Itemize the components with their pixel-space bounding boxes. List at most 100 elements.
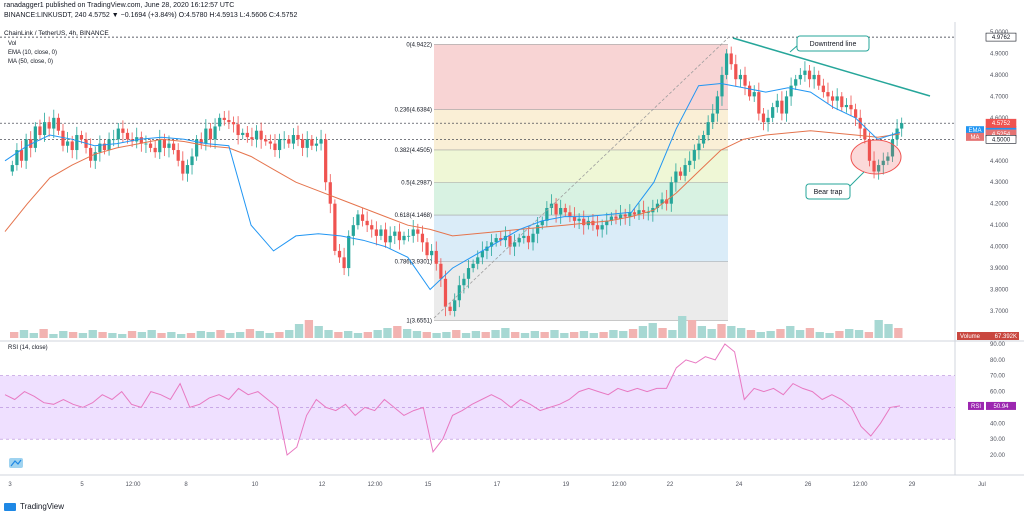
fib-band [434, 261, 728, 321]
volume-bar [638, 326, 648, 338]
volume-bar [658, 328, 667, 338]
candle-body [655, 203, 660, 208]
candle-body [199, 139, 203, 144]
candle-body [291, 135, 296, 144]
candle-body [669, 182, 673, 204]
rsi-axis[interactable]: 90.0080.0070.0060.0050.0040.0030.0020.00… [968, 342, 1016, 459]
fibonacci-retracement[interactable]: 0(4.9422) 0.236(4.6384) 0.382(4.4505) 0.5(4… [395, 42, 728, 325]
candle-body [591, 220, 595, 226]
candle-body [881, 160, 885, 166]
candle-body [632, 212, 637, 215]
bear-trap-circle[interactable] [850, 139, 902, 175]
downtrend-label: Downtrend line [810, 41, 857, 48]
volume-bar [265, 333, 274, 338]
candle-body [494, 238, 498, 243]
rsi-indicator [0, 343, 955, 456]
fib-band [434, 44, 728, 110]
price-tick-label: 3.7000 [990, 309, 1009, 315]
time-tick-label: 10 [252, 482, 259, 488]
candle-body [360, 214, 365, 221]
volume-bar [766, 331, 775, 338]
candle-body [628, 212, 632, 217]
candle-body [153, 147, 157, 153]
candle-body [347, 235, 351, 269]
volume-bar [402, 329, 412, 338]
volume-bar [393, 326, 402, 338]
candle-body [752, 92, 756, 97]
volume-bar [206, 332, 215, 338]
rsi-tick-label: 80.00 [990, 358, 1006, 364]
candle-body [854, 109, 858, 118]
footer-brand-text: TradingView [20, 502, 65, 511]
candle-body [254, 130, 259, 140]
price-tick-label: 4.4000 [990, 159, 1009, 165]
candle-body [379, 229, 383, 236]
candle-body [748, 85, 752, 97]
volume-bar [717, 324, 726, 338]
fib-level-label: 0.618(4.1468) [395, 213, 432, 219]
downtrend-callout[interactable]: Downtrend line [796, 35, 870, 52]
candle-body [213, 126, 217, 140]
fib-level-label: 0(4.9422) [406, 42, 432, 48]
indicator-side-tag [966, 132, 984, 141]
time-tick-label: 5 [80, 482, 84, 488]
candle-body [33, 126, 37, 148]
price-tag [985, 135, 1017, 144]
time-tick-label: 8 [184, 482, 188, 488]
candle-body [462, 278, 466, 286]
candle-body [582, 218, 586, 226]
candle-body [900, 123, 904, 129]
volume-bar [235, 332, 245, 338]
candle-body [890, 139, 895, 157]
candle-body [849, 104, 853, 110]
volume-bar [520, 333, 530, 338]
volume-bar [177, 334, 186, 338]
volume-bar [540, 332, 549, 338]
time-tick-label: 19 [563, 482, 570, 488]
volume-bar [452, 330, 461, 338]
price-axis[interactable]: 5.00004.90004.80004.70004.60004.50004.40… [966, 30, 1017, 315]
candle-body [407, 235, 411, 237]
candle-body [448, 306, 452, 311]
volume-bar [835, 331, 844, 338]
horizontal-levels[interactable] [0, 36, 955, 140]
volume-bar [245, 329, 255, 338]
time-tick-label: 12:00 [611, 482, 627, 488]
candle-body [665, 199, 669, 204]
candle-body [393, 231, 397, 236]
time-tick-label: 15 [425, 482, 432, 488]
candle-body [337, 250, 342, 258]
candle-body [342, 257, 346, 269]
candle-body [102, 143, 107, 151]
footer-brand[interactable]: TradingView [4, 502, 64, 511]
candle-body [171, 143, 176, 151]
volume-bar [884, 324, 893, 338]
bear-trap-callout[interactable]: Bear trap [805, 183, 851, 200]
candle-body [642, 210, 646, 213]
candle-body [402, 235, 406, 241]
legend-title: ChainLink / TetherUS, 4h, BINANCE [4, 30, 109, 37]
candle-body [812, 74, 816, 80]
candle-body [195, 139, 199, 157]
time-tick-label: 17 [494, 482, 501, 488]
candle-body [508, 235, 512, 247]
volume-bar [344, 331, 353, 338]
candle-body [190, 156, 194, 166]
time-axis[interactable]: 3 5 12:00 8 10 12 12:00 15 17 19 12:00 22 24 26 12:00 2… [8, 482, 986, 488]
candle-body [185, 165, 190, 174]
fib-trend-dashed[interactable] [433, 37, 729, 319]
volume-bar [167, 332, 176, 338]
candle-body [840, 96, 844, 108]
candle-body [314, 143, 319, 146]
time-tick-label: 12 [319, 482, 326, 488]
time-tick-label: 24 [736, 482, 743, 488]
volume-bar [795, 330, 805, 338]
rsi-side-tag [968, 401, 984, 410]
price-tick-label: 4.2000 [990, 202, 1009, 208]
candle-body [15, 150, 19, 166]
volume-bar [589, 333, 598, 338]
candle-body [383, 229, 388, 243]
volume-bar [854, 330, 864, 338]
downtrend-line[interactable] [732, 37, 931, 97]
price-chart[interactable]: 0(4.9422) 0.236(4.6384) 0.382(4.4505) 0.5(4… [0, 0, 1024, 500]
